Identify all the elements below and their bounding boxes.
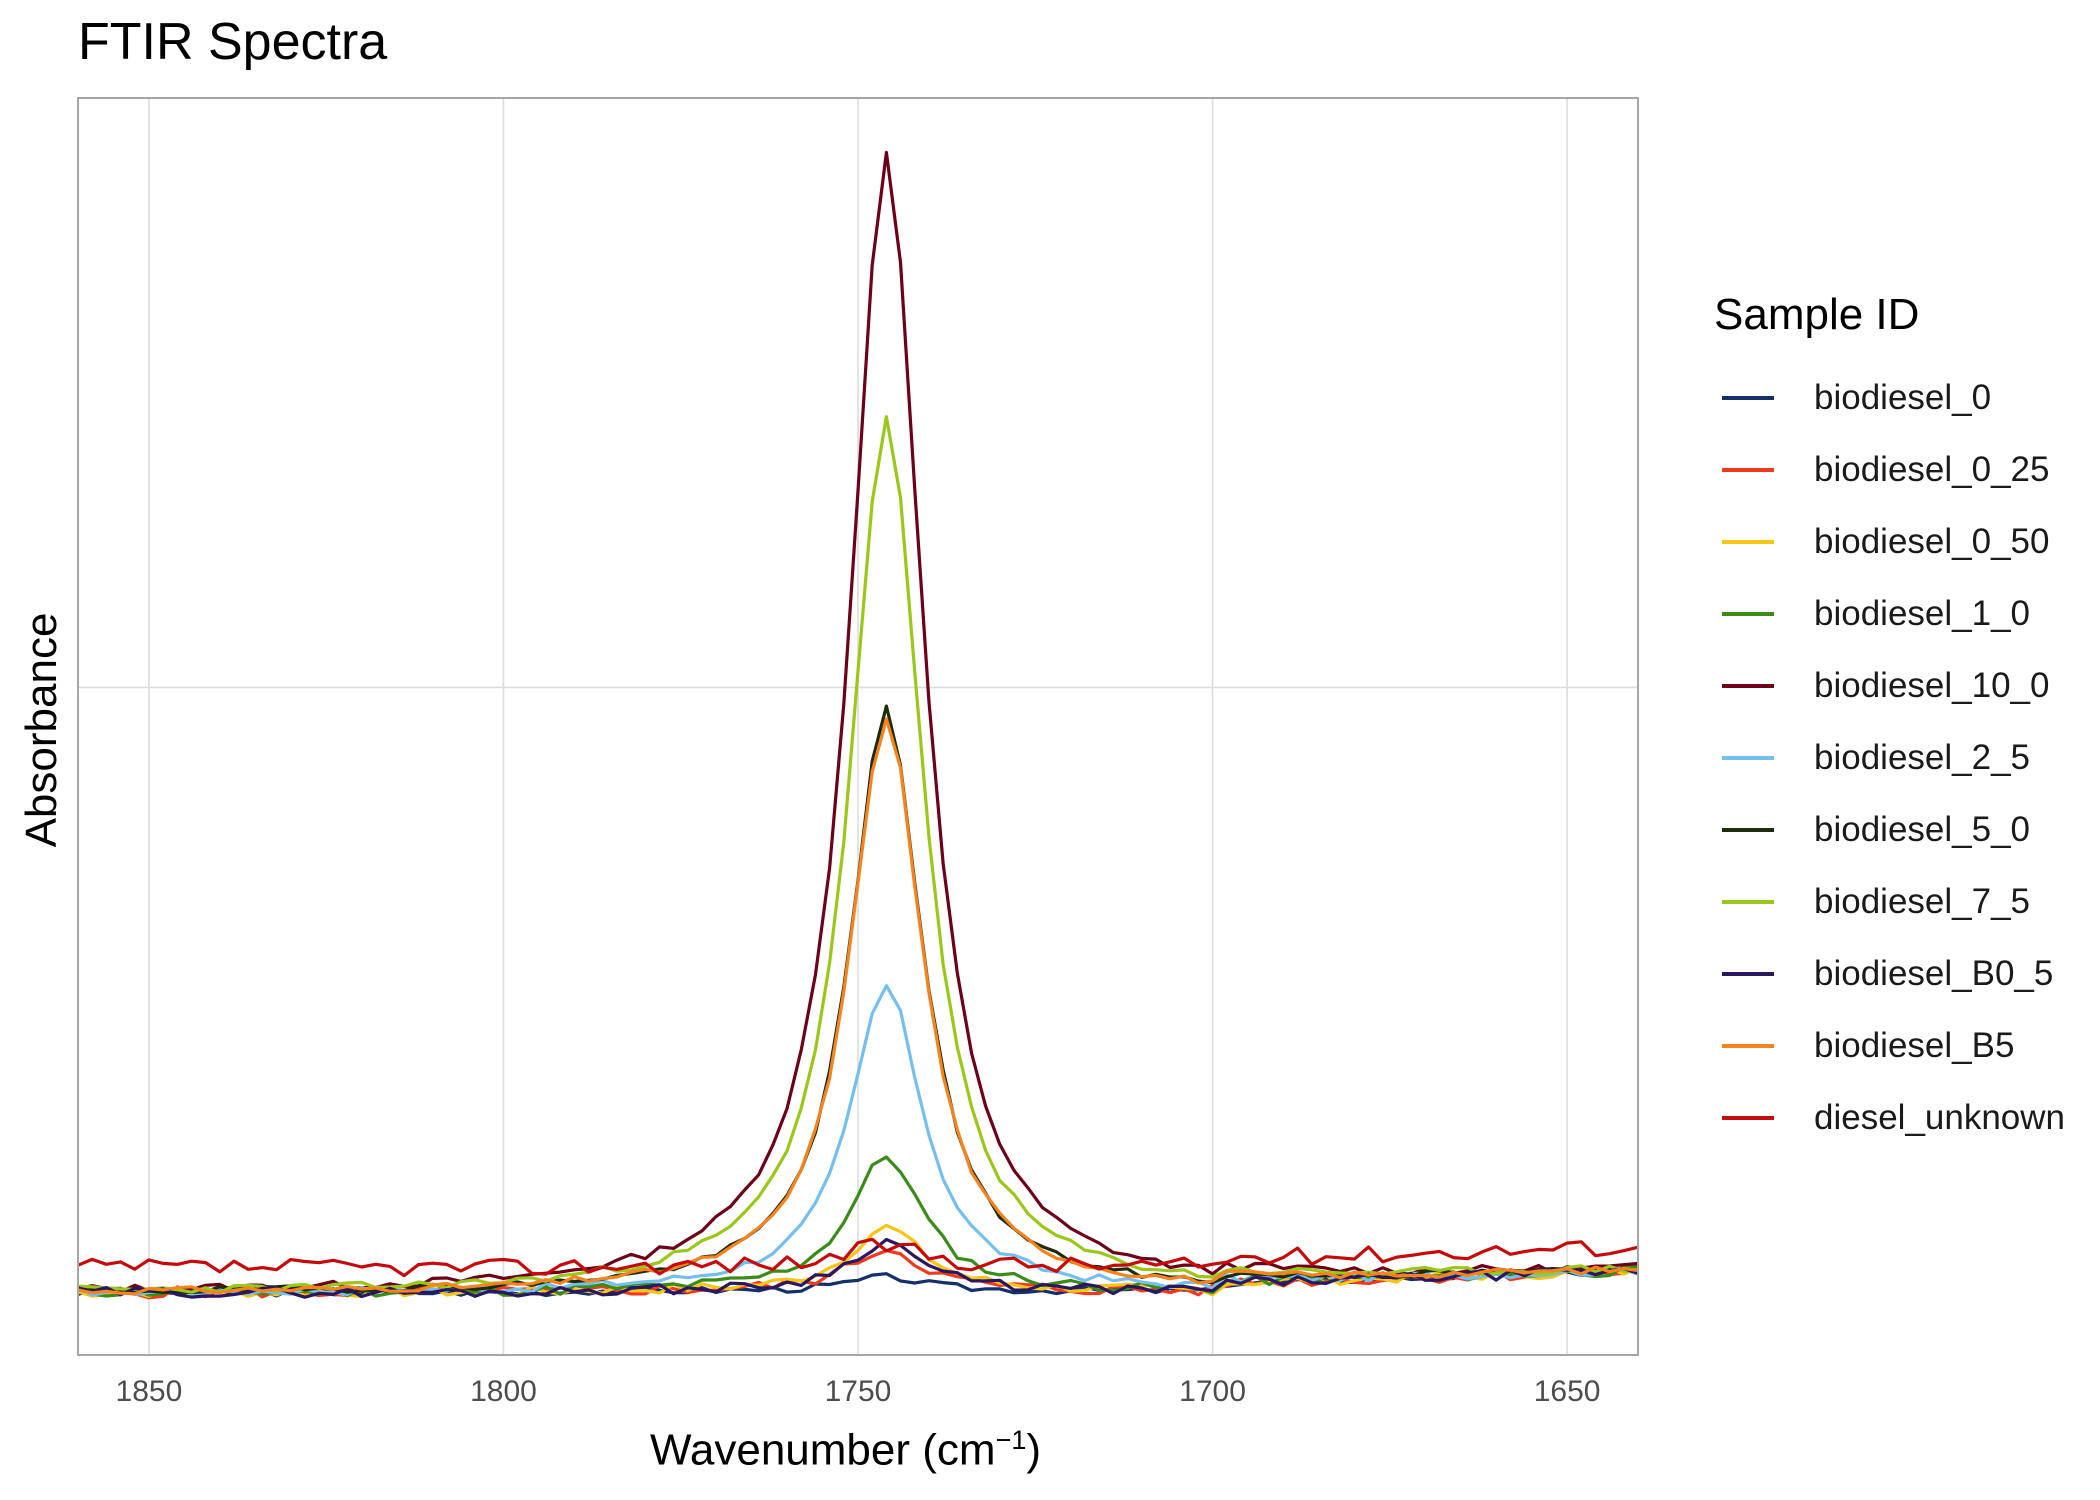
legend-item-biodiesel-5-0: biodiesel_5_0 <box>1722 810 2030 850</box>
x-axis-title: Wavenumber (cm−1) <box>650 1425 1041 1476</box>
series-lines <box>77 150 1639 1300</box>
x-tick-label: 1650 <box>1534 1375 1601 1408</box>
legend-item-biodiesel-0: biodiesel_0 <box>1722 378 1991 418</box>
x-tick-label: 1700 <box>1179 1375 1246 1408</box>
legend-key <box>1722 540 1774 544</box>
legend-label: biodiesel_B5 <box>1814 1026 2015 1065</box>
panel-border <box>77 97 1639 1356</box>
legend-item-biodiesel-7-5: biodiesel_7_5 <box>1722 882 2030 922</box>
legend-label: biodiesel_1_0 <box>1814 594 2031 633</box>
legend-label: biodiesel_5_0 <box>1814 810 2031 849</box>
legend-key <box>1722 468 1774 472</box>
legend-item-biodiesel-B5: biodiesel_B5 <box>1722 1026 2014 1066</box>
series-line-biodiesel-B5 <box>77 717 1639 1296</box>
x-tick-label: 1850 <box>116 1375 183 1408</box>
legend-key <box>1722 972 1774 976</box>
legend-label: biodiesel_10_0 <box>1814 666 2050 705</box>
legend-key <box>1722 900 1774 904</box>
legend-label: biodiesel_2_5 <box>1814 738 2031 777</box>
legend-label: biodiesel_B0_5 <box>1814 954 2054 993</box>
legend-key <box>1722 828 1774 832</box>
legend-key <box>1722 396 1774 400</box>
legend-item-diesel-unknown: diesel_unknown <box>1722 1098 2065 1138</box>
chart-title: FTIR Spectra <box>78 13 388 71</box>
legend-label: biodiesel_0_25 <box>1814 450 2050 489</box>
legend-label: biodiesel_0 <box>1814 378 1992 417</box>
legend-label: biodiesel_7_5 <box>1814 882 2031 921</box>
series-line-biodiesel-B0-5 <box>77 1237 1639 1299</box>
legend-item-biodiesel-B0-5: biodiesel_B0_5 <box>1722 954 2053 994</box>
legend-item-biodiesel-0-25: biodiesel_0_25 <box>1722 450 2049 490</box>
legend-key <box>1722 1116 1774 1120</box>
legend-item-biodiesel-0-50: biodiesel_0_50 <box>1722 522 2049 562</box>
gridlines <box>78 98 1638 1355</box>
legend-key <box>1722 756 1774 760</box>
legend-label: diesel_unknown <box>1814 1098 2066 1137</box>
series-line-diesel-unknown <box>77 1237 1639 1278</box>
y-axis-title: Absorbance <box>17 612 66 848</box>
legend-item-biodiesel-2-5: biodiesel_2_5 <box>1722 738 2030 778</box>
legend-key <box>1722 684 1774 688</box>
x-tick-labels: 1850 1800 1750 1700 1650 <box>116 1375 1601 1408</box>
x-axis-title-close: ) <box>1026 1425 1042 1475</box>
legend-key <box>1722 612 1774 616</box>
legend-item-biodiesel-1-0: biodiesel_1_0 <box>1722 594 2030 634</box>
x-tick-label: 1750 <box>825 1375 892 1408</box>
legend-label: biodiesel_0_50 <box>1814 522 2050 561</box>
legend-item-biodiesel-10-0: biodiesel_10_0 <box>1722 666 2049 706</box>
legend-key <box>1722 1044 1774 1048</box>
legend-title: Sample ID <box>1714 290 1920 339</box>
x-axis-title-sup: −1 <box>995 1425 1027 1455</box>
x-tick-label: 1800 <box>470 1375 537 1408</box>
x-axis-title-base: Wavenumber (cm <box>650 1425 996 1475</box>
